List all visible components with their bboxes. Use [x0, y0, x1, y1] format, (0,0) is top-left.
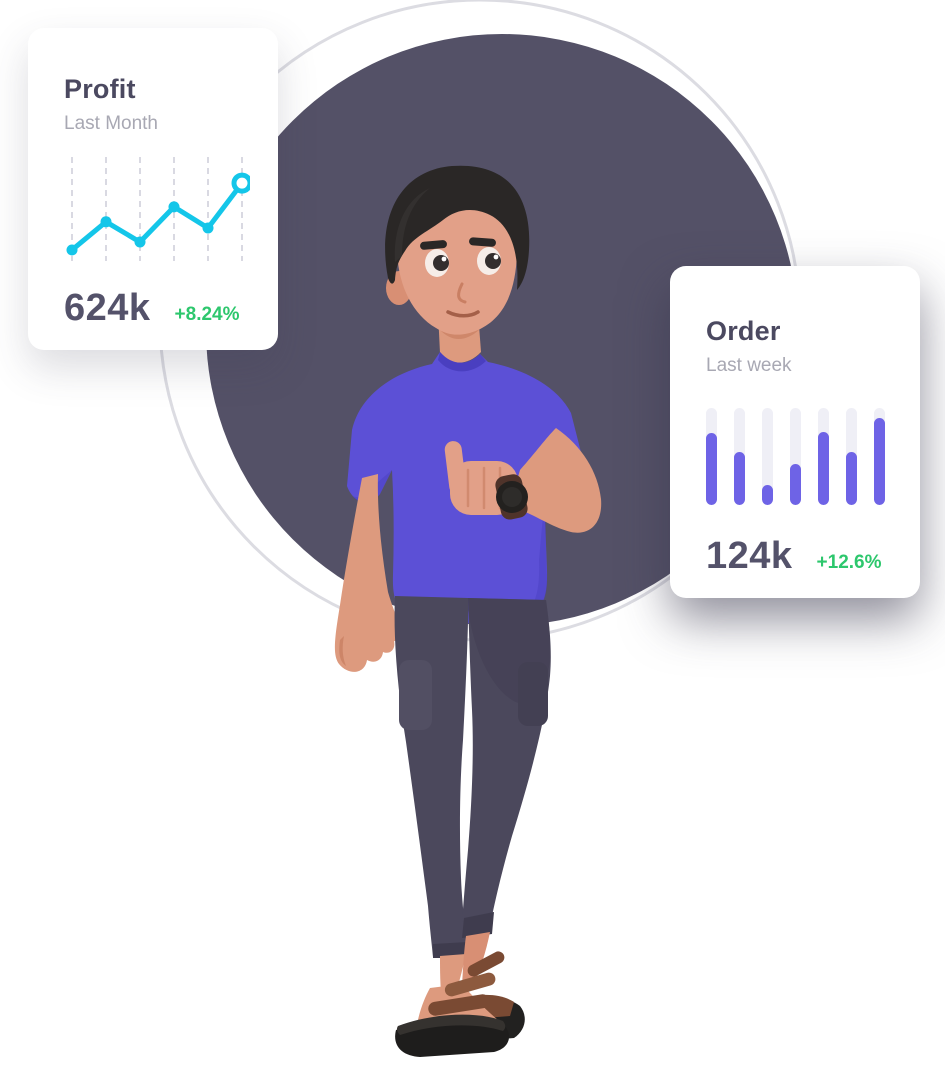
- order-card-title: Order: [706, 316, 781, 346]
- profit-card-subtitle: Last Month: [64, 113, 158, 134]
- character-left-arm: [334, 474, 402, 672]
- profit-card: Profit Last Month 624k +8.24%: [28, 28, 278, 350]
- profit-value: 624k: [64, 287, 151, 329]
- order-bar: [706, 408, 717, 505]
- order-bar: [846, 408, 857, 505]
- order-card-subtitle: Last week: [706, 355, 792, 376]
- order-bar: [790, 408, 801, 505]
- order-bar: [762, 408, 773, 505]
- character-head: [385, 165, 530, 335]
- profit-line-chart: [64, 155, 250, 265]
- character-pants: [394, 596, 551, 958]
- order-bar: [734, 408, 745, 505]
- order-bar: [874, 408, 885, 505]
- order-bar-chart: [706, 405, 892, 505]
- order-bar: [818, 408, 829, 505]
- character-feet-sandals: [395, 932, 525, 1057]
- character-right-arm-thumbs-up: [444, 428, 602, 533]
- profit-card-title: Profit: [64, 74, 136, 104]
- order-card: Order Last week 124k +12.6%: [670, 266, 920, 598]
- order-value: 124k: [706, 535, 793, 577]
- order-change-badge: +12.6%: [816, 552, 882, 573]
- profit-change-badge: +8.24%: [174, 304, 240, 325]
